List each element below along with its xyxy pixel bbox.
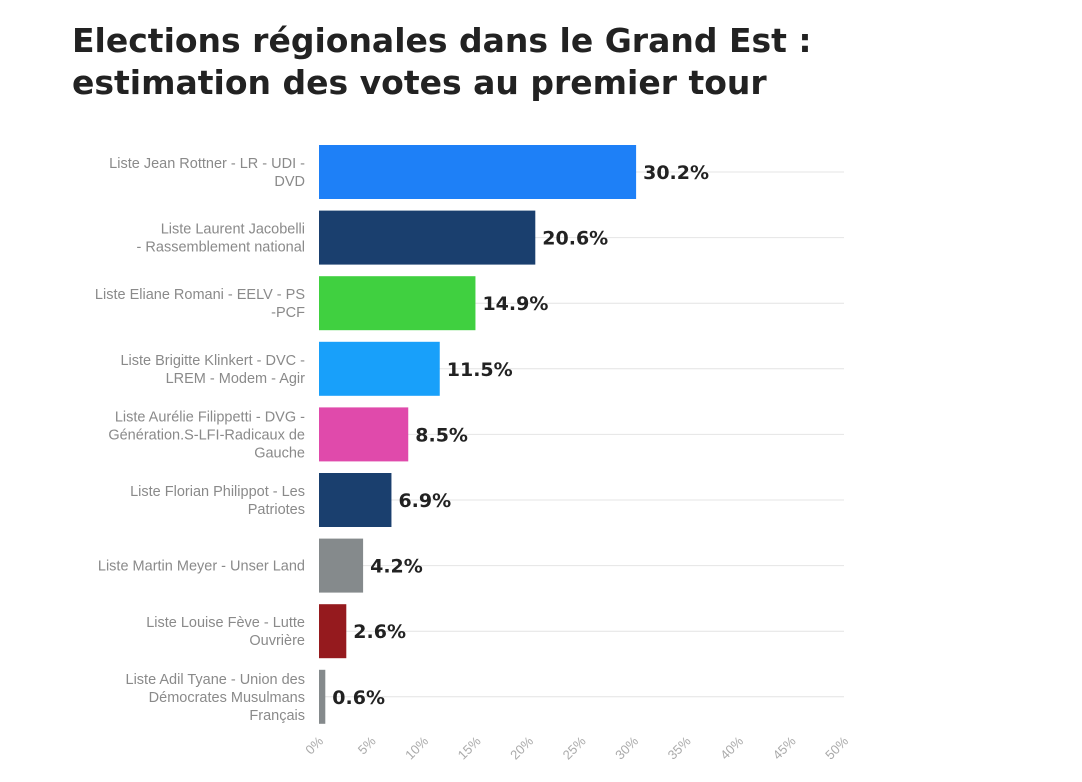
x-tick-label: 35% bbox=[665, 733, 694, 762]
value-label: 11.5% bbox=[447, 359, 513, 381]
x-tick-label: 0% bbox=[302, 733, 326, 757]
bar bbox=[319, 276, 476, 331]
chart-title-line-2: estimation des votes au premier tour bbox=[72, 63, 767, 102]
x-tick-label: 50% bbox=[822, 733, 851, 762]
bar bbox=[319, 669, 326, 724]
x-tick-label: 40% bbox=[717, 733, 746, 762]
bar bbox=[319, 407, 409, 462]
category-label: Liste Adil Tyane - Union des Démocrates M… bbox=[126, 672, 305, 724]
bar bbox=[319, 145, 637, 199]
value-label: 4.2% bbox=[370, 556, 423, 578]
category-label: Liste Brigitte Klinkert - DVC -LREM - Mo… bbox=[120, 353, 305, 387]
bar bbox=[319, 473, 392, 527]
value-label: 8.5% bbox=[415, 424, 468, 446]
chart-title-line-1: Elections régionales dans le Grand Est : bbox=[72, 21, 812, 60]
category-label: Liste Aurélie Filippetti - DVG -Générati… bbox=[108, 409, 305, 461]
x-tick-label: 15% bbox=[455, 733, 484, 762]
category-label: Liste Eliane Romani - EELV - PS -PCF bbox=[95, 287, 305, 321]
value-label: 20.6% bbox=[542, 228, 608, 250]
category-label: Liste Laurent Jacobelli - Rassemblement n… bbox=[137, 222, 305, 256]
category-label: Liste Florian Philippot - Les Patriotes bbox=[130, 484, 305, 518]
x-tick-label: 30% bbox=[612, 733, 641, 762]
value-label: 0.6% bbox=[332, 687, 385, 709]
bar bbox=[319, 341, 440, 396]
value-label: 6.9% bbox=[398, 490, 451, 512]
value-label: 2.6% bbox=[353, 621, 406, 643]
value-label: 30.2% bbox=[643, 162, 709, 184]
category-label: Liste Louise Fève - Lutte Ouvrière bbox=[146, 615, 305, 649]
x-tick-label: 5% bbox=[355, 733, 379, 757]
x-tick-label: 10% bbox=[402, 733, 431, 762]
bar bbox=[319, 604, 347, 659]
x-tick-label: 45% bbox=[770, 733, 799, 762]
x-tick-label: 25% bbox=[560, 733, 589, 762]
chart-title: Elections régionales dans le Grand Est :… bbox=[72, 20, 1032, 104]
value-label: 14.9% bbox=[482, 293, 548, 315]
category-label: Liste Jean Rottner - LR - UDI -DVD bbox=[109, 156, 305, 190]
x-tick-label: 20% bbox=[507, 733, 536, 762]
bar bbox=[319, 538, 364, 593]
bar bbox=[319, 210, 536, 265]
category-label: Liste Martin Meyer - Unser Land bbox=[98, 559, 305, 575]
